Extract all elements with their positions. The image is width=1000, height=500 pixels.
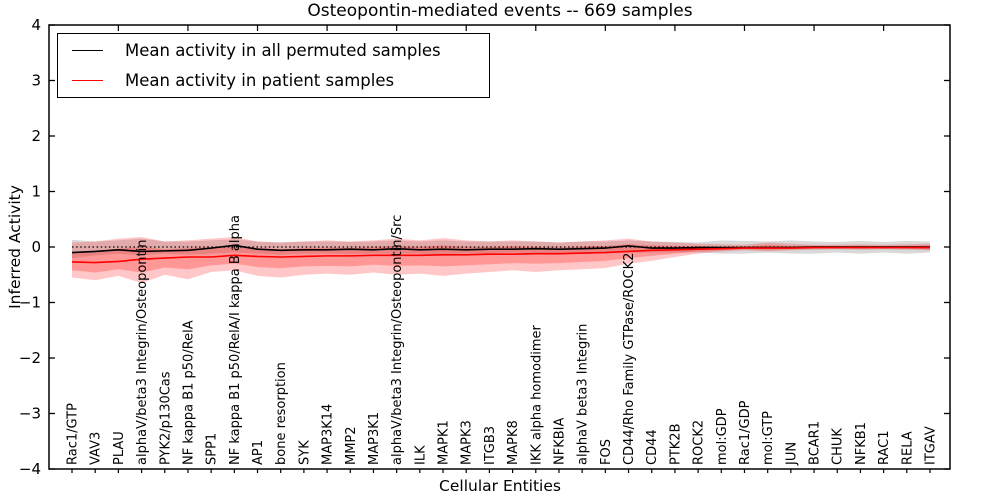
- x-tick-label: CD44/Rho Family GTPase/ROCK2: [622, 253, 637, 465]
- patient-samples-inner-spread-band: [72, 244, 930, 273]
- x-tick-label: alphaV beta3 Integrin: [576, 324, 591, 465]
- x-tick-label: NFKB1: [854, 422, 869, 465]
- x-tick-label: JUN: [784, 442, 799, 466]
- y-tick-label: −1: [19, 294, 41, 312]
- x-tick-label: RAC1: [877, 430, 892, 465]
- x-tick-label: bone resorption: [274, 362, 289, 465]
- series-line-1: [71, 246, 930, 264]
- legend: Mean activity in all permuted samples Mea…: [57, 33, 490, 98]
- legend-item: Mean activity in patient samples: [72, 67, 489, 93]
- y-tick-label: 4: [31, 16, 41, 34]
- x-tick-label: MAPK1: [437, 420, 452, 465]
- legend-label: Mean activity in all permuted samples: [125, 41, 441, 61]
- y-axis-title: Inferred Activity: [6, 185, 24, 309]
- x-tick-label: MAPK8: [506, 420, 521, 465]
- y-tick-label: 2: [31, 127, 41, 145]
- legend-label: Mean activity in patient samples: [125, 70, 395, 90]
- legend-line-sample: [72, 79, 103, 81]
- x-tick-label: alphaV/beta3 Integrin/Osteopontin/Src: [390, 215, 405, 465]
- legend-item: Mean activity in all permuted samples: [72, 38, 489, 64]
- x-tick-label: MAPK3: [460, 420, 475, 465]
- x-tick-label: PYK2/p130Cas: [158, 371, 173, 465]
- x-tick-label: IKK alpha homodimer: [529, 324, 544, 465]
- x-tick-label: ITGAV: [924, 426, 939, 465]
- x-tick-label: CD44: [645, 429, 660, 465]
- legend-line-sample: [72, 50, 103, 52]
- x-tick-label: mol:GDP: [715, 408, 730, 465]
- x-tick-label: AP1: [251, 440, 266, 465]
- x-tick-label: PTK2B: [668, 424, 683, 466]
- chart-title: Osteopontin-mediated events -- 669 sampl…: [307, 1, 693, 21]
- x-tick-label: Rac1/GDP: [738, 400, 753, 465]
- x-tick-label: PLAU: [112, 431, 127, 465]
- x-tick-label: NF kappa B1 p50/RelA: [181, 320, 196, 465]
- x-tick-label: ROCK2: [692, 420, 707, 465]
- x-tick-label: CHUK: [831, 428, 846, 465]
- x-tick-label: MMP2: [344, 426, 359, 465]
- x-tick-label: VAV3: [89, 432, 104, 465]
- y-tick-label: −4: [19, 460, 41, 478]
- x-tick-label: alphaV/beta3 Integrin/Osteopontin: [135, 240, 150, 465]
- x-tick-label: Rac1/GTP: [66, 403, 81, 465]
- x-tick-label: MAP3K14: [321, 404, 336, 465]
- y-tick-label: 1: [31, 183, 41, 201]
- x-tick-label: MAP3K1: [367, 412, 382, 465]
- y-tick-label: 0: [31, 238, 41, 256]
- x-tick-label: ITGB3: [483, 426, 498, 465]
- x-tick-label: ILK: [413, 445, 428, 465]
- x-tick-label: SPP1: [205, 433, 220, 465]
- x-tick-label: FOS: [599, 439, 614, 465]
- x-tick-label: NF kappa B1 p50/RelA/I kappa B alpha: [228, 215, 243, 465]
- x-tick-label: RELA: [900, 431, 915, 465]
- permuted-samples-spread-band: [72, 238, 930, 259]
- y-tick-label: 3: [31, 72, 41, 90]
- x-axis-title: Cellular Entities: [439, 477, 561, 495]
- x-tick-label: SYK: [297, 440, 312, 465]
- x-tick-label: mol:GTP: [761, 411, 776, 465]
- y-tick-label: −2: [19, 349, 41, 367]
- x-tick-label: NFKBIA: [552, 418, 567, 465]
- x-tick-label: BCAR1: [808, 421, 823, 465]
- y-tick-label: −3: [19, 405, 41, 423]
